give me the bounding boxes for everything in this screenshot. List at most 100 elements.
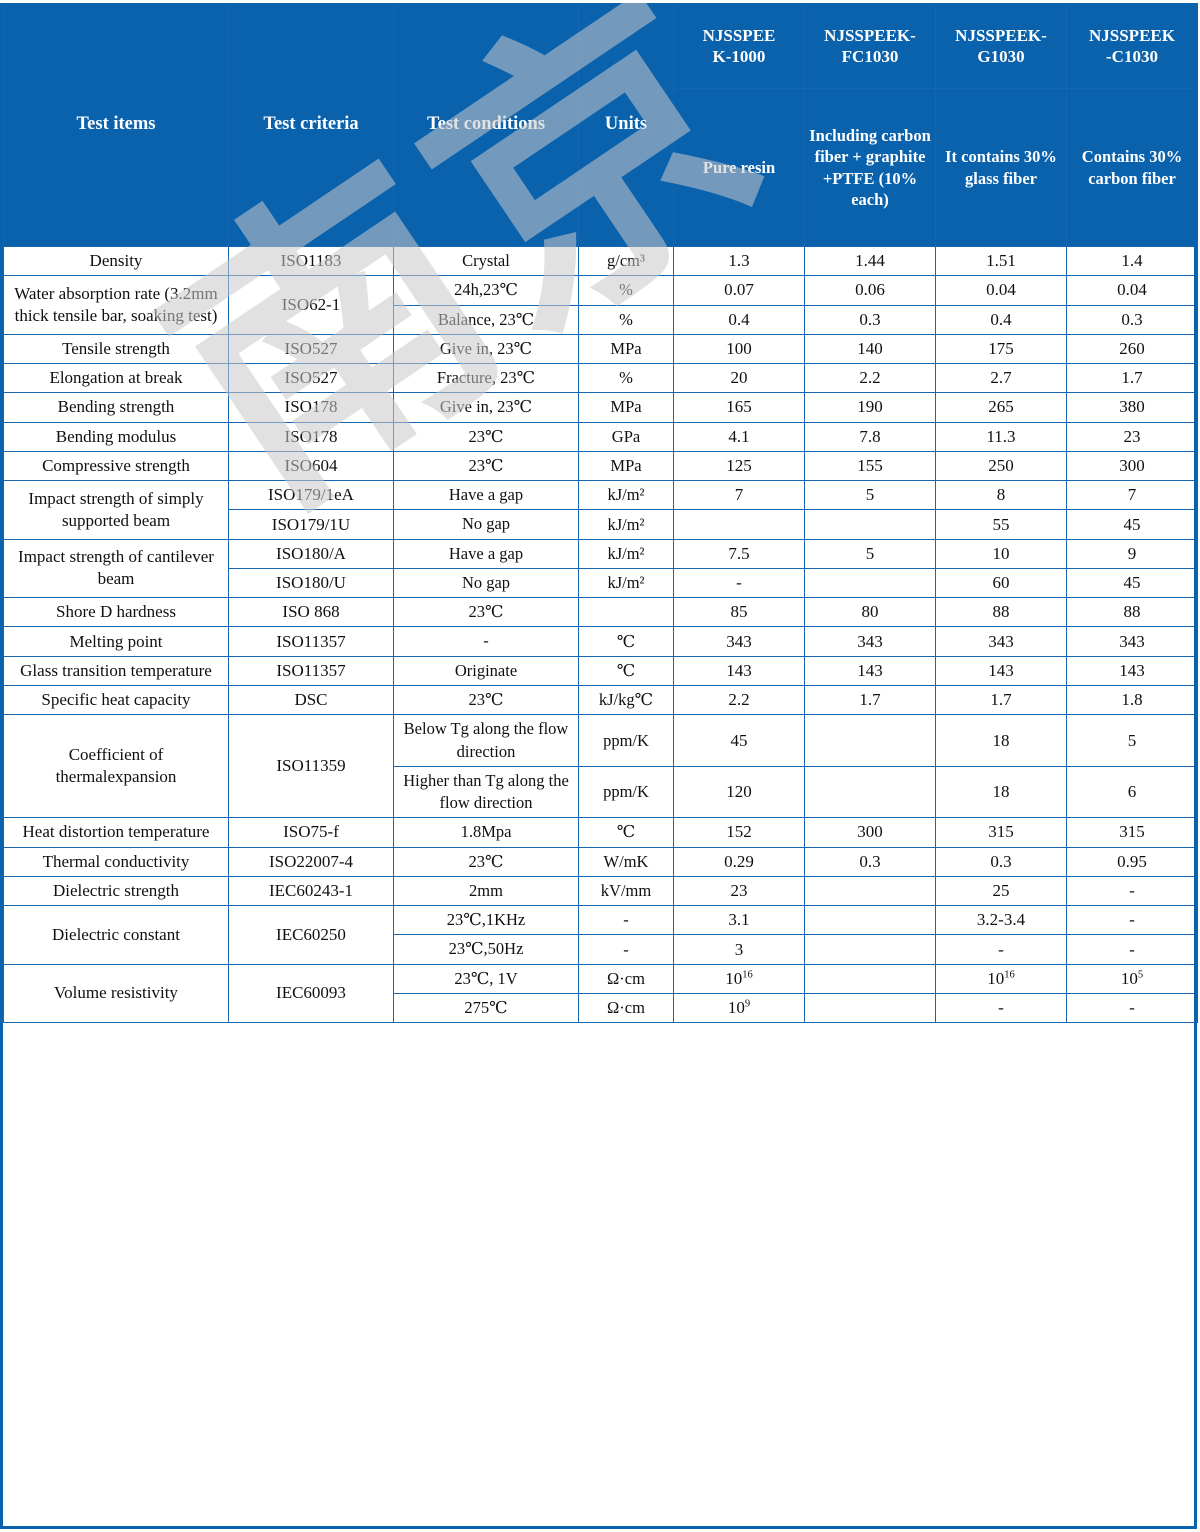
cell-value-product-1: 120 [673,765,805,819]
cell-value-product-3: 0.3 [935,846,1067,877]
table-row: Bending strength ISO178 Give in, 23℃ MPa 165… [3,392,1198,423]
cell-test-condition: 23℃,50Hz [393,934,579,965]
cell-value-product-2: 300 [804,817,936,848]
cell-value-product-3: - [935,934,1067,965]
table-row: Balance, 23℃% 0.4 0.3 0.4 0.3 [4,304,1198,335]
cell-value-product-1: 1016 [673,963,805,994]
cell-unit: % [578,304,674,335]
cell-test-item: Bending modulus [3,421,229,452]
cell-unit: kJ/m² [578,538,674,569]
cell-value-product-4: 0.04 [1066,275,1198,306]
cell-value-product-2: 80 [804,597,936,628]
table-row: Tensile strength ISO527 Give in, 23℃ MPa 100… [3,333,1198,365]
product-1-name-line2: K-1000 [712,47,766,66]
cell-test-item: Dielectric strength [3,875,229,907]
cell-value-product-1: 0.4 [673,304,805,335]
cell-value-product-4: 5 [1066,714,1198,767]
cell-value-product-4: - [1066,934,1198,965]
cell-value-product-1: 3.1 [673,905,805,936]
cell-value-product-1: 100 [673,333,805,365]
cell-test-item: Density [3,245,229,277]
cell-test-item: Melting point [3,626,229,657]
cell-test-item: Tensile strength [3,333,229,365]
cell-value-product-4: 1.4 [1066,245,1198,277]
table-row: Volume resistivity IEC60093 23℃, 1V Ω·cm 101… [3,963,1198,1024]
cell-unit: Ω·cm [578,992,674,1024]
cell-test-condition: Higher than Tg along the flow direction [393,765,579,819]
table-row: Melting point ISO11357- ℃ 343 343 343 343 [3,626,1198,657]
column-header-test-conditions: Test conditions [393,3,579,247]
cell-test-criteria: ISO180/A [228,538,394,569]
cell-value-product-2: 143 [804,655,936,686]
table-body: Density ISO1183 Crystal g/cm³ 1.3 1.44 1.51 1.4… [3,245,1198,1024]
column-header-product-3-desc: It contains 30% glass fiber [935,88,1067,247]
cell-value-product-1: 4.1 [673,421,805,452]
cell-value-product-2 [804,875,936,907]
cell-test-condition: 23℃ [393,684,579,716]
cell-value-product-2: 5 [804,480,936,511]
cell-test-item: Shore D hardness [3,597,229,628]
cell-unit: ppm/K [578,714,674,767]
cell-value-product-3: 0.4 [935,304,1067,335]
cell-value-product-4: 300 [1066,450,1198,482]
cell-value-product-2 [804,934,936,965]
column-header-product-4-desc: Contains 30% carbon fiber [1066,88,1198,247]
table-row: Impact strength of cantilever beam ISO180… [3,538,1198,599]
cell-value-product-3: 18 [935,714,1067,767]
cell-test-condition: 24h,23℃ [393,275,579,306]
cell-unit: g/cm³ [578,245,674,277]
cell-value-product-1: 7 [673,480,805,511]
product-2-name-line1: NJSSPEEK- [824,25,916,45]
cell-value-product-1: 143 [673,655,805,686]
cell-unit: % [578,275,674,306]
cell-value-product-4: 88 [1066,597,1198,628]
header-row-2: Pure resin Including carbon fiber + grap… [4,88,1198,247]
cell-value-product-1: 45 [673,714,805,767]
cell-test-condition: 23℃ [393,846,579,877]
cell-value-product-2 [804,567,936,599]
cell-value-product-2 [804,714,936,767]
cell-value-product-1: 0.07 [673,275,805,306]
cell-test-criteria: ISO179/1U [228,509,394,540]
cell-value-product-4: - [1066,905,1198,936]
table-row: Water absorption rate (3.2mm thick tensi… [3,275,1198,335]
cell-value-product-2: 140 [804,333,936,365]
cell-value-product-2: 0.06 [804,275,936,306]
cell-value-product-4: 0.95 [1066,846,1198,877]
header-row-1: Test items Test criteria Test conditions… [3,3,1198,247]
column-header-product-1-desc: Pure resin [673,88,805,247]
cell-value-product-2: 155 [804,450,936,482]
cell-test-condition: Have a gap [393,480,579,511]
table-row: Compressive strength ISO604 23℃ MPa 125 155 25… [3,450,1198,482]
cell-test-condition: 23℃,1KHz [393,905,579,936]
cell-value-product-1: 165 [673,392,805,423]
cell-value-product-4: 105 [1066,963,1198,994]
cell-unit: kJ/m² [578,509,674,540]
material-properties-table: Test items Test criteria Test conditions… [3,3,1198,1024]
product-4-name-line2: -C1030 [1106,47,1158,66]
cell-test-item: Glass transition temperature [3,655,229,686]
cell-test-item: Specific heat capacity [3,684,229,716]
table-row: Coefficient of thermalexpansion ISO11359 B… [3,714,1198,819]
cell-value-product-3: 315 [935,817,1067,848]
cell-value-product-3: 11.3 [935,421,1067,452]
table-row: Dielectric strength IEC60243-1 2mm kV/mm 23 2… [3,875,1198,907]
cell-test-condition: Crystal [393,245,579,277]
cell-test-condition: 23℃, 1V [393,963,579,994]
cell-test-criteria: ISO75-f [228,817,394,848]
cell-value-product-2: 1.44 [804,245,936,277]
column-header-product-3-name: NJSSPEEK- G1030 [935,3,1067,89]
product-3-name-line1: NJSSPEEK- [955,25,1047,45]
cell-test-item: Dielectric constant [3,905,229,965]
cell-value-product-2 [804,992,936,1024]
cell-value-product-1: 152 [673,817,805,848]
column-header-product-1-name: NJSSPEE K-1000 [673,3,805,89]
cell-value-product-1: 23 [673,875,805,907]
cell-value-product-3: 18 [935,765,1067,819]
cell-value-product-3: 10 [935,538,1067,569]
cell-test-condition: No gap [393,567,579,599]
cell-test-item: Volume resistivity [3,963,229,1024]
cell-test-condition: Below Tg along the flow direction [393,714,579,767]
cell-test-condition: Give in, 23℃ [393,392,579,423]
cell-test-criteria: ISO11359 [228,714,394,819]
